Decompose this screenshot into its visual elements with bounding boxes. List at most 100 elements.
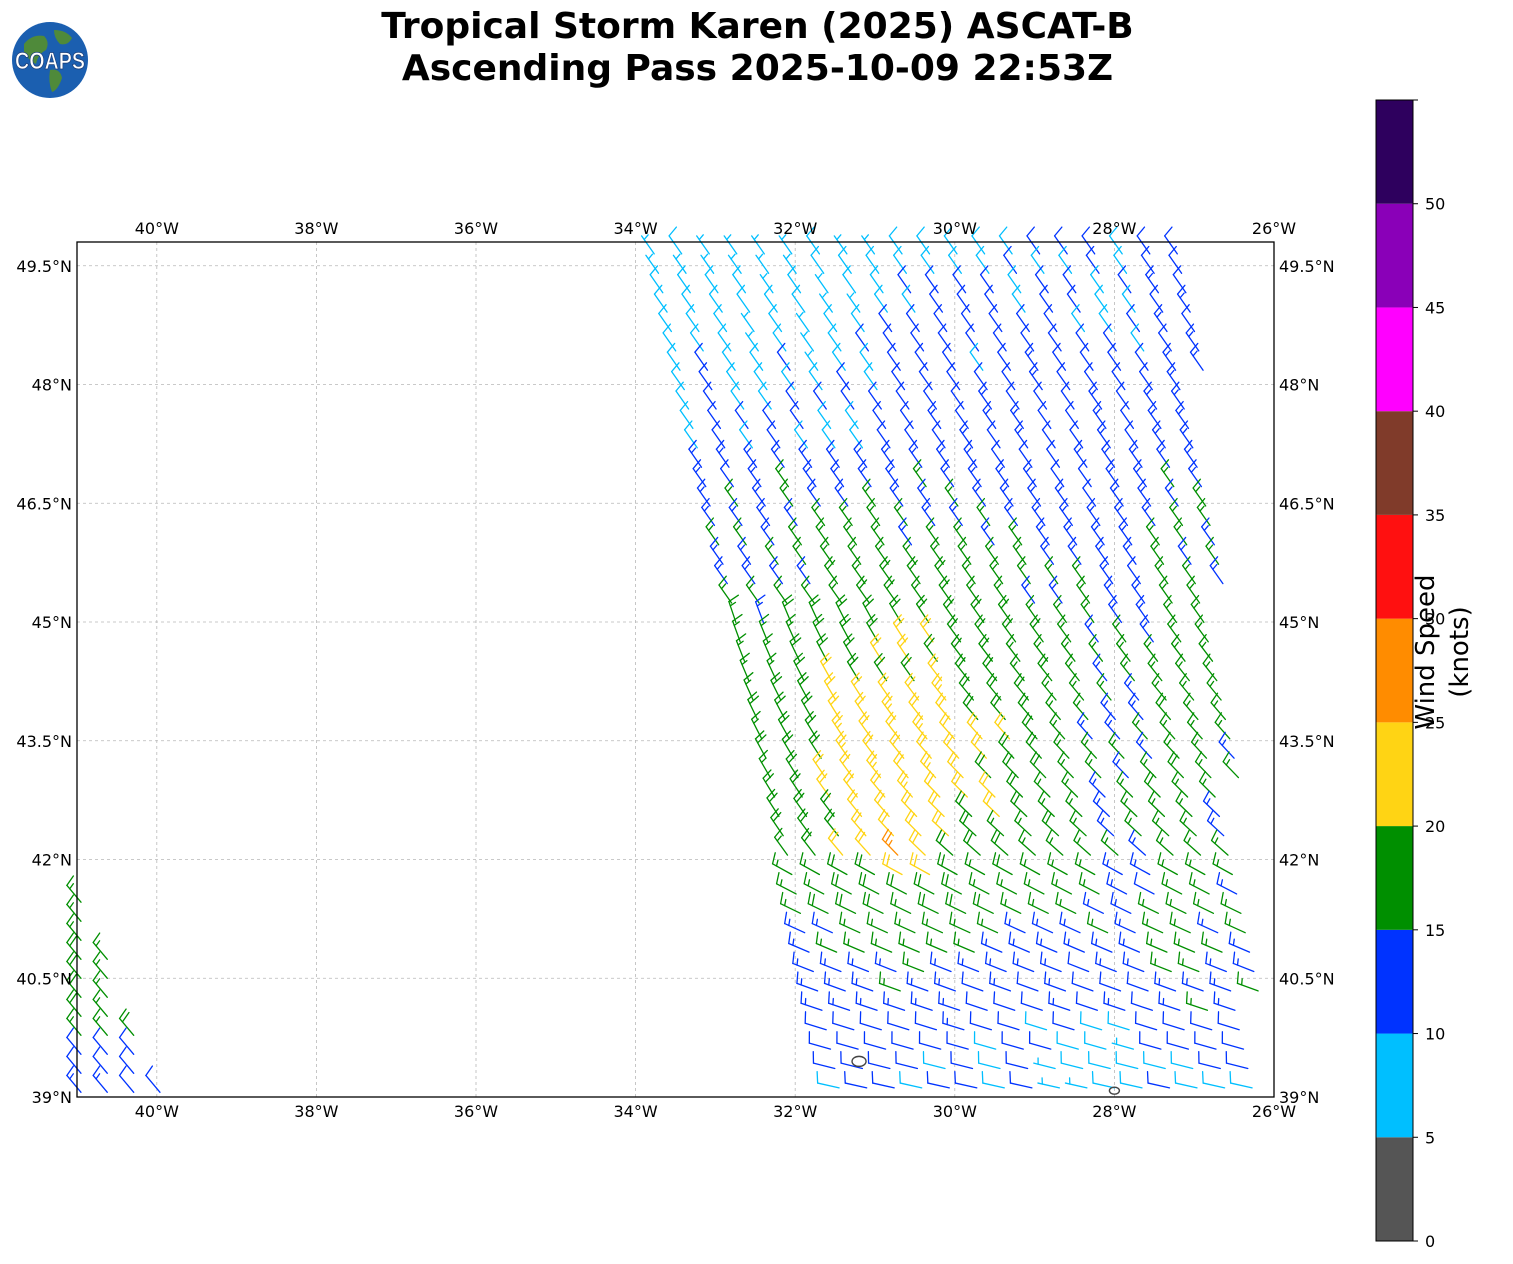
barb-full <box>946 735 954 746</box>
barb-full <box>949 893 953 907</box>
barb-half <box>786 505 792 512</box>
wind-barb <box>806 226 821 255</box>
barb-staff <box>1158 1002 1181 1011</box>
barb-half <box>1027 879 1031 887</box>
barb-staff <box>1112 761 1129 779</box>
barb-full <box>822 792 832 804</box>
barb-full <box>1126 304 1135 315</box>
barb-full <box>1167 751 1175 763</box>
barb-full <box>1092 653 1101 664</box>
lat-tick-label-right: 49.5°N <box>1279 257 1335 276</box>
barb-full <box>843 633 853 643</box>
lon-tick-label-top: 36°W <box>454 219 498 238</box>
barb-staff <box>812 1062 836 1070</box>
wind-barb <box>692 459 707 488</box>
barb-full <box>756 734 767 744</box>
barb-staff <box>1126 982 1149 992</box>
barb-full <box>772 323 782 334</box>
wind-barb <box>883 575 898 604</box>
colorbar-tick-label: 10 <box>1425 1025 1445 1044</box>
barb-full <box>1188 871 1193 885</box>
barb-staff <box>1136 235 1151 255</box>
barb-full <box>970 594 980 606</box>
lat-tick-label-left: 40.5°N <box>16 969 72 988</box>
colorbar-frame <box>1375 99 1414 1242</box>
wind-barb <box>950 633 966 662</box>
barb-half <box>1225 759 1231 766</box>
barb-full <box>1051 871 1055 885</box>
wind-barb <box>774 691 786 721</box>
barb-full <box>837 734 847 745</box>
wind-barb <box>817 400 832 430</box>
wind-barb <box>776 342 791 371</box>
wind-barb <box>976 911 999 934</box>
barb-staff <box>1228 942 1251 953</box>
barb-staff <box>1060 1062 1084 1070</box>
wind-barb <box>997 342 1012 371</box>
barb-staff <box>1059 506 1073 527</box>
barb-half <box>937 684 942 691</box>
wind-barb <box>1181 304 1196 333</box>
barb-staff <box>1030 254 1045 274</box>
barb-staff <box>870 942 893 953</box>
barb-staff <box>677 274 691 294</box>
barb-staff <box>745 584 760 604</box>
barb-staff <box>1151 429 1166 449</box>
barb-half <box>1186 837 1191 845</box>
wind-barb <box>756 497 771 527</box>
barb-full <box>1136 226 1146 237</box>
barb-full <box>879 556 888 567</box>
wind-barb <box>827 828 844 856</box>
barb-staff <box>736 293 751 313</box>
barb-full <box>1147 790 1155 802</box>
barb-full <box>1014 420 1023 431</box>
barb-full <box>993 696 1001 707</box>
wind-barb <box>727 253 742 274</box>
barb-full <box>770 439 780 450</box>
wind-barb <box>745 331 759 352</box>
barb-full <box>766 788 776 799</box>
barb-full <box>1019 852 1024 865</box>
barb-full <box>1082 478 1091 489</box>
barb-full <box>789 769 799 780</box>
colorbar-bin <box>1376 307 1413 412</box>
barb-staff <box>858 883 880 895</box>
barb-full <box>66 951 75 963</box>
wind-barb <box>1179 420 1194 449</box>
barb-full <box>941 579 950 590</box>
wind-barb <box>978 633 993 662</box>
wind-barb <box>958 673 975 701</box>
barb-half <box>1072 817 1077 825</box>
barb-full <box>1120 790 1128 802</box>
barb-full <box>1060 381 1070 392</box>
barb-full <box>1045 692 1054 704</box>
barb-half <box>1107 997 1110 1006</box>
barb-staff <box>834 487 849 507</box>
barb-full <box>961 676 970 688</box>
wind-barb <box>715 439 730 468</box>
barb-half <box>1099 958 1102 966</box>
wind-barb <box>1071 304 1086 333</box>
wind-barb <box>1130 991 1153 1011</box>
barb-full <box>1082 891 1087 905</box>
barb-staff <box>878 312 893 333</box>
wind-barb <box>843 517 858 546</box>
wind-barb <box>937 852 958 876</box>
barb-half <box>95 1016 101 1023</box>
barb-full <box>768 792 778 803</box>
island-outline <box>851 1055 867 1068</box>
barb-staff <box>707 409 722 430</box>
barb-full <box>796 971 799 985</box>
wind-barb <box>836 1031 859 1050</box>
barb-staff <box>1056 1042 1079 1050</box>
barb-full <box>1108 731 1116 743</box>
barb-full <box>1176 284 1186 295</box>
barb-full <box>1156 439 1165 450</box>
barb-half <box>911 447 917 454</box>
barb-full <box>92 1027 101 1039</box>
wind-barb <box>747 691 760 721</box>
barb-full <box>868 381 877 392</box>
barb-full <box>859 342 869 353</box>
barb-half <box>1154 958 1157 966</box>
wind-barb <box>916 226 931 255</box>
